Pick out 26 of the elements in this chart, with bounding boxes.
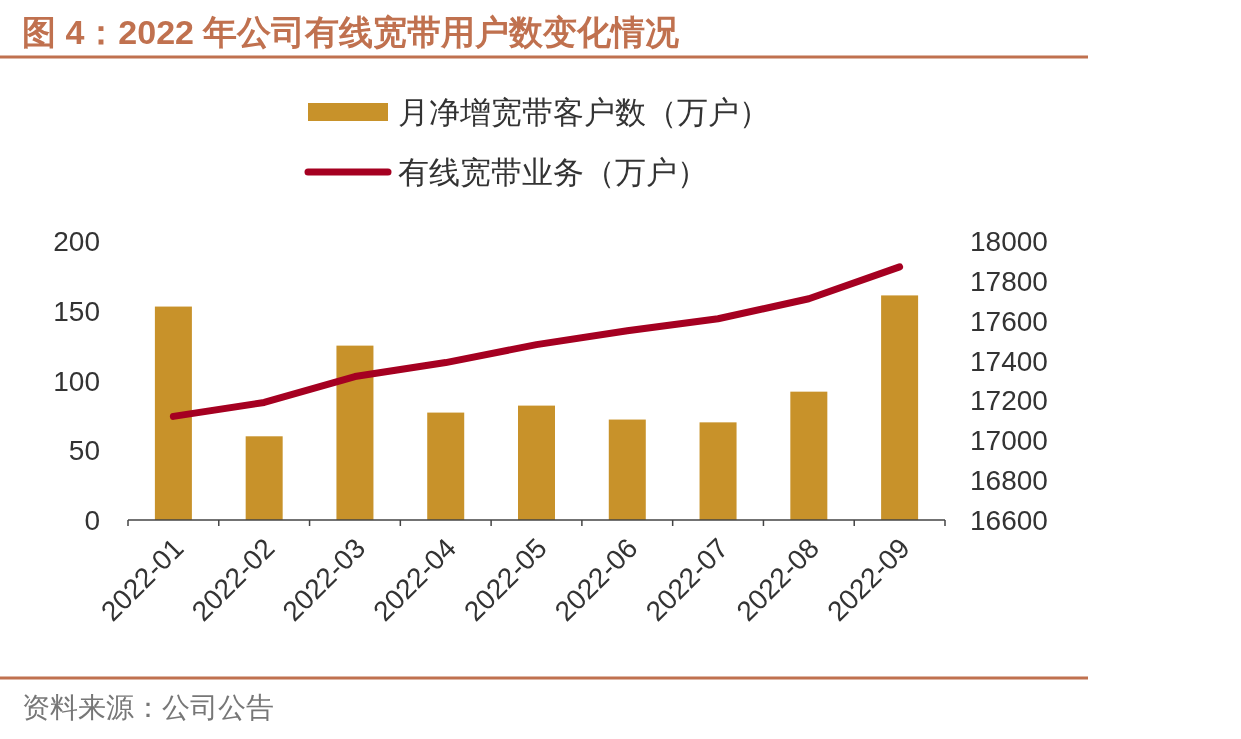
bar — [881, 295, 919, 520]
y2-tick-label: 17600 — [970, 305, 1048, 337]
bar — [699, 422, 737, 520]
y2-tick-label: 16800 — [970, 465, 1048, 497]
bar — [608, 419, 646, 520]
legend-label: 月净增宽带客户数（万户） — [398, 95, 770, 130]
text: 资料来源：公司公告 — [22, 692, 274, 723]
y2-tick-label: 17200 — [970, 385, 1048, 417]
y-tick-label: 0 — [84, 505, 100, 536]
y2-tick-label: 17800 — [970, 265, 1048, 297]
bar — [790, 391, 828, 520]
y2-tick-label: 18000 — [970, 226, 1048, 257]
y-tick-label: 200 — [53, 226, 100, 257]
bar — [336, 345, 374, 520]
chart-title: 图 4：2022 年公司有线宽带用户数变化情况 — [22, 13, 681, 51]
y2-tick-label: 16600 — [970, 505, 1048, 536]
bar — [518, 405, 555, 520]
y2-tick-label: 17000 — [970, 425, 1048, 457]
y-tick-label: 150 — [53, 295, 100, 327]
legend-label: 有线宽带业务（万户） — [398, 155, 708, 190]
y2-tick-label: 17400 — [970, 345, 1048, 377]
y-tick-label: 100 — [53, 365, 100, 397]
y-tick-label: 50 — [68, 435, 100, 467]
bar — [154, 306, 192, 520]
bar — [427, 412, 465, 520]
bar — [245, 436, 283, 520]
